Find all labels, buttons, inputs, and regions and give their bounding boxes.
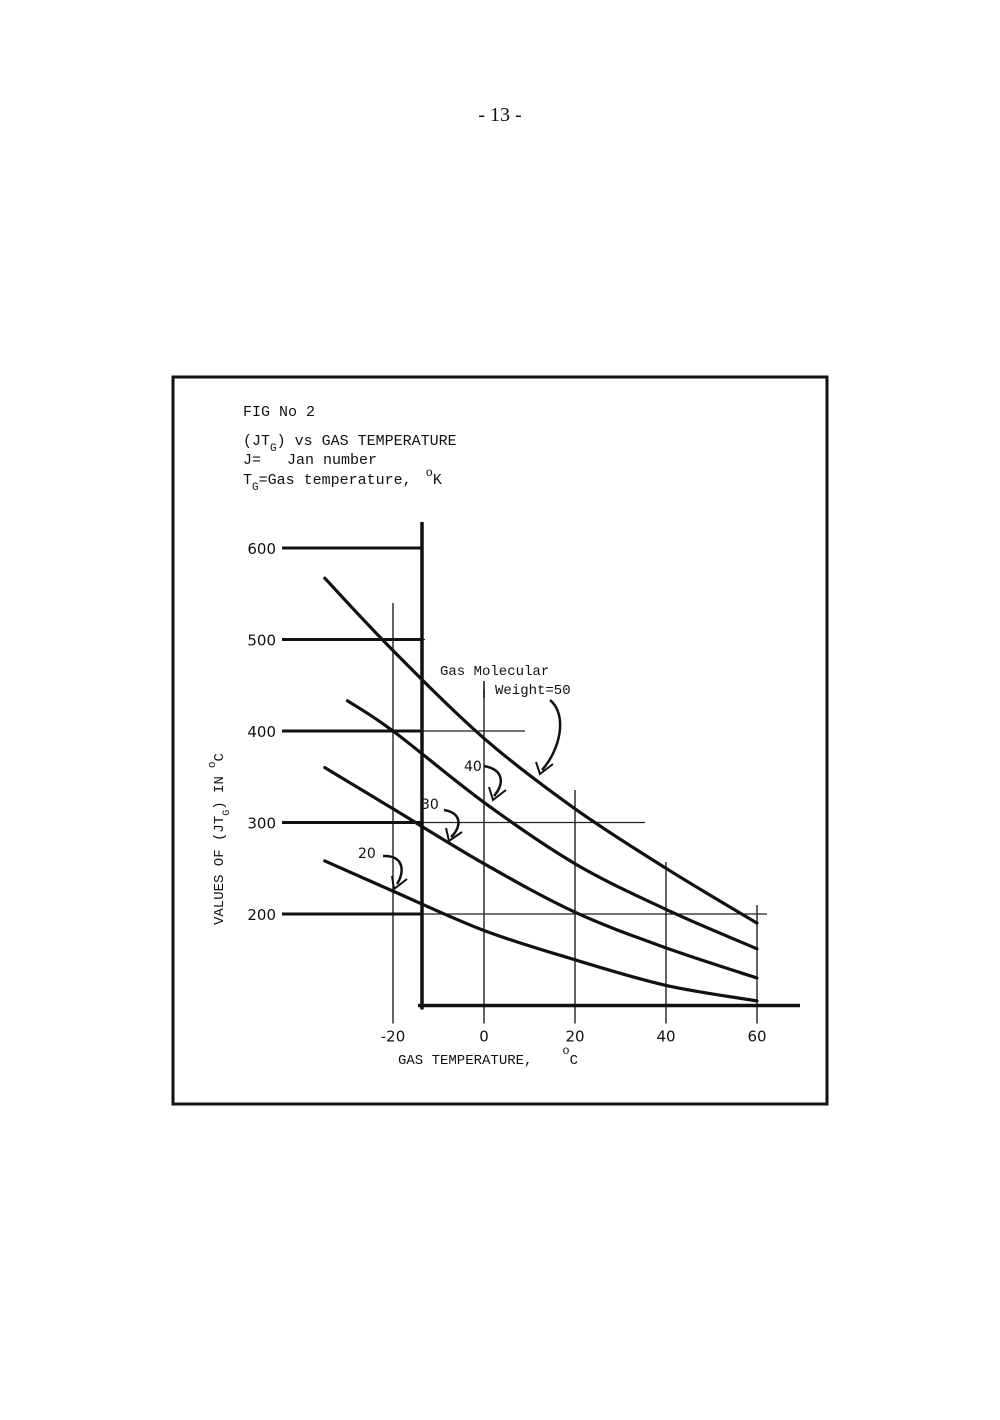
x-axis-label-degree: o xyxy=(562,1044,569,1058)
legend-t-degree: o xyxy=(426,466,433,480)
annotation-20: 20 xyxy=(358,846,376,862)
axes xyxy=(282,522,800,1010)
annotation-weight-50: Weight=50 xyxy=(495,683,571,699)
x-tick-label: -20 xyxy=(381,1028,406,1046)
series-line-1 xyxy=(323,576,759,925)
arrow-20 xyxy=(382,854,403,885)
x-axis-label-unit: C xyxy=(570,1053,578,1069)
y-axis-label-prefix: VALUES OF (JT xyxy=(212,816,228,925)
y-axis-label: VALUES OF (JTG) IN oC xyxy=(207,753,233,925)
y-axis-label-degree: o xyxy=(207,762,219,769)
x-tick-label: 60 xyxy=(747,1028,766,1046)
y-axis-label-unit: C xyxy=(212,753,228,761)
tick-labels: 200 300 400 500 600 -20 0 20 40 60 xyxy=(247,540,766,1046)
y-tick-label: 200 xyxy=(247,906,276,924)
annotation-gas-molecular: Gas Molecular xyxy=(440,664,549,680)
figure-caption: (JTG) vs GAS TEMPERATURE xyxy=(243,433,457,455)
legend-t-unit: K xyxy=(433,472,442,489)
figure-label: FIG No 2 xyxy=(243,404,315,421)
arrow-40 xyxy=(483,764,502,797)
arrowhead-30 xyxy=(445,827,463,843)
arrow-30 xyxy=(443,808,460,838)
arrowhead-20 xyxy=(391,875,408,891)
y-axis-label-suffix: ) IN xyxy=(212,776,228,810)
legend-j-prefix: J= xyxy=(243,452,261,469)
series-line-4 xyxy=(323,859,759,1003)
x-tick-label: 20 xyxy=(565,1028,584,1046)
y-tick-label: 500 xyxy=(247,632,276,650)
annotation-40: 40 xyxy=(464,759,482,775)
page-number: - 13 - xyxy=(478,104,522,126)
x-tick-label: 40 xyxy=(656,1028,675,1046)
series-line-3 xyxy=(323,766,759,980)
y-axis-label-subscript: G xyxy=(222,810,233,816)
legend-j-text: Jan number xyxy=(287,452,377,469)
caption-main: (JT xyxy=(243,433,270,450)
legend-t: TG=Gas temperature, oK xyxy=(243,466,442,494)
caption-subscript: G xyxy=(270,443,277,455)
legend-j: J= Jan number xyxy=(243,452,377,469)
arrowhead-40 xyxy=(488,786,507,802)
figure-frame xyxy=(171,375,829,1106)
legend-t-text: =Gas temperature, xyxy=(259,472,412,489)
y-tick-label: 400 xyxy=(247,723,276,741)
legend-t-main: T xyxy=(243,472,252,489)
arrow-weight-50 xyxy=(541,699,562,771)
x-axis-label: GAS TEMPERATURE, oC xyxy=(398,1044,578,1069)
grid-lines xyxy=(312,547,767,1024)
series-line-2 xyxy=(345,699,759,951)
y-tick-label: 300 xyxy=(247,815,276,833)
series-lines xyxy=(323,576,759,1003)
caption-rest: ) vs GAS TEMPERATURE xyxy=(277,433,457,450)
legend-t-subscript: G xyxy=(252,482,259,494)
arrowhead-weight-50 xyxy=(535,761,554,776)
annotation-30: 30 xyxy=(421,797,439,813)
y-tick-label: 600 xyxy=(247,540,276,558)
x-tick-label: 0 xyxy=(479,1028,489,1046)
x-axis-label-text: GAS TEMPERATURE, xyxy=(398,1053,532,1069)
